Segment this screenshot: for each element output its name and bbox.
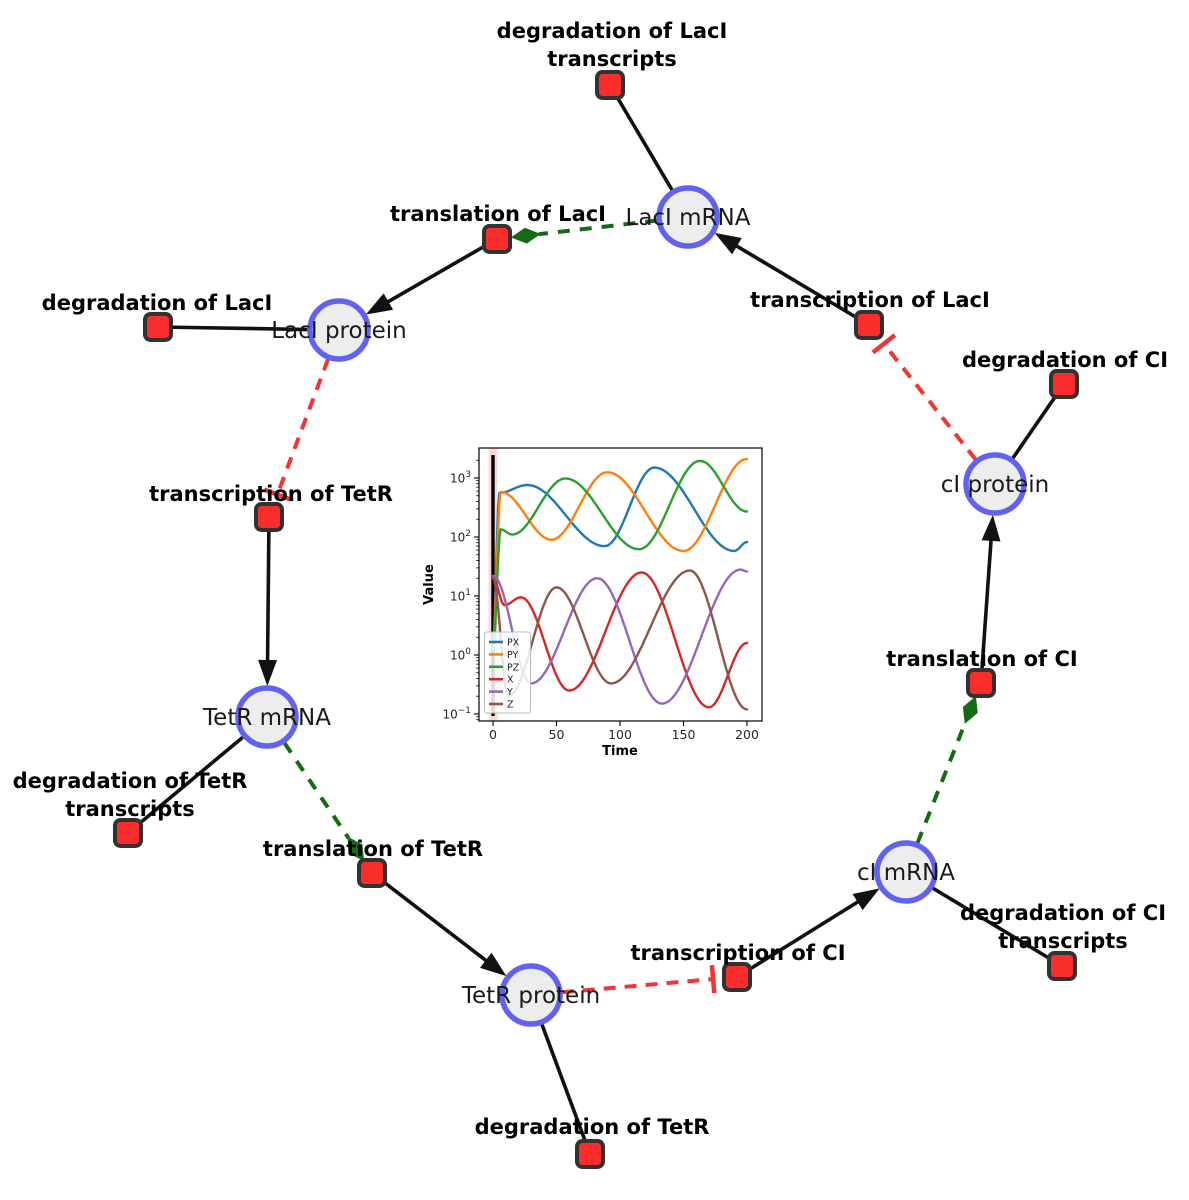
reaction-label-txn_tetr: transcription of TetR — [149, 482, 393, 506]
reaction-label-deg_laci_tx-line1: degradation of LacI — [497, 19, 728, 43]
arrowhead-icon — [479, 952, 507, 977]
edge-ci_mrna-transl_ci-modifier[interactable] — [915, 721, 968, 844]
modifier-diamond-icon — [347, 836, 365, 862]
chart-series-Y — [491, 568, 749, 705]
reaction-node-txn_ci[interactable] — [722, 962, 752, 992]
edge-transl_tetr-tetr_protein-arrow[interactable] — [370, 871, 489, 963]
edge-txn_ci-ci_mrna-arrow[interactable] — [736, 899, 861, 979]
reaction-label-deg_laci: degradation of LacI — [42, 291, 273, 315]
chart-inset: 0 50 100 150 200Time10310210110010−1ValuePXP… — [422, 447, 763, 759]
species-label-laci_protein: LacI protein — [271, 318, 406, 344]
chart-x-axis-label: Time — [602, 744, 638, 759]
arrowhead-icon — [714, 232, 742, 255]
reaction-label-deg_laci_tx-line2: transcripts — [547, 47, 677, 71]
legend-label-PY: PY — [507, 650, 519, 661]
reaction-node-deg_laci[interactable] — [143, 312, 173, 342]
species-label-laci_mrna: LacI mRNA — [626, 205, 751, 231]
reaction-label-txn_laci: transcription of LacI — [750, 288, 990, 312]
species-node-laci_mrna[interactable] — [656, 185, 720, 249]
reaction-node-deg_tetr[interactable] — [575, 1139, 605, 1169]
chart-y-tick-label: 103 — [450, 470, 471, 486]
reaction-node-txn_tetr[interactable] — [254, 502, 284, 532]
reaction-node-deg_tetr_tx[interactable] — [113, 818, 143, 848]
reaction-label-deg_ci: degradation of CI — [962, 348, 1168, 372]
species-label-tetr_mrna: TetR mRNA — [202, 705, 331, 731]
edge-deg_laci-laci_protein-line[interactable] — [157, 325, 311, 332]
edge-deg_tetr-tetr_protein-line[interactable] — [539, 1021, 592, 1155]
reaction-node-deg_ci_tx[interactable] — [1047, 951, 1077, 981]
chart-series-Z — [491, 569, 749, 711]
arrowhead-icon — [981, 514, 1001, 542]
edge-txn_laci-laci_mrna-arrow[interactable] — [734, 243, 870, 327]
edge-deg_ci_tx-ci_mrna-line[interactable] — [929, 885, 1063, 968]
inhibition-tee-icon — [263, 487, 292, 502]
inhibition-tee-icon — [709, 964, 717, 994]
legend-label-X: X — [507, 675, 514, 686]
reaction-node-transl_laci[interactable] — [482, 224, 512, 254]
species-label-tetr_protein: TetR protein — [461, 983, 600, 1009]
chart-y-tick-label: 100 — [450, 647, 471, 663]
chart-x-tick-label: 200 — [735, 727, 759, 742]
species-node-tetr_mrna[interactable] — [235, 685, 299, 749]
chart-series-X — [491, 571, 749, 709]
arrowhead-icon — [852, 888, 880, 911]
edge-ci_protein-txn_laci-inhibition[interactable] — [882, 342, 978, 461]
chart-series-PY — [491, 457, 749, 646]
species-node-ci_mrna[interactable] — [874, 840, 938, 904]
chart-x-tick-label: 100 — [608, 727, 632, 742]
reaction-label-deg_tetr: degradation of TetR — [475, 1115, 710, 1139]
chart-y-tick-label: 10−1 — [442, 706, 471, 722]
species-label-ci_mrna: cI mRNA — [857, 860, 955, 886]
species-node-tetr_protein[interactable] — [499, 963, 563, 1027]
inhibition-tee-icon — [871, 333, 897, 355]
reaction-label-deg_tetr_tx-line2: transcripts — [65, 797, 195, 821]
modifier-diamond-icon — [510, 227, 541, 244]
edges-layer — [126, 84, 1066, 1155]
reaction-label-transl_ci: translation of CI — [886, 647, 1077, 671]
edge-deg_laci_tx-laci_mrna-line[interactable] — [608, 84, 675, 193]
edge-laci_protein-txn_tetr-inhibition[interactable] — [275, 358, 331, 496]
reaction-label-deg_ci_tx-line1: degradation of CI — [960, 901, 1166, 925]
chart-x-tick-label: 150 — [672, 727, 696, 742]
reaction-label-transl_laci: translation of LacI — [390, 202, 606, 226]
edge-tetr_protein-txn_ci-inhibition[interactable] — [561, 977, 714, 995]
reaction-label-txn_ci: transcription of CI — [630, 941, 845, 965]
chart-series-PZ — [491, 459, 749, 652]
chart-y-tick-label: 102 — [450, 529, 471, 545]
edge-transl_ci-ci_protein-arrow[interactable] — [979, 538, 993, 684]
arrowhead-icon — [258, 659, 278, 687]
reaction-node-deg_laci_tx[interactable] — [595, 70, 625, 100]
species-node-ci_protein[interactable] — [963, 452, 1027, 516]
legend-label-Y: Y — [506, 687, 513, 698]
edge-tetr_mrna-transl_tetr-modifier[interactable] — [282, 741, 351, 840]
chart-y-tick-label: 101 — [450, 588, 471, 604]
reaction-label-transl_tetr: translation of TetR — [263, 837, 483, 861]
reaction-node-deg_ci[interactable] — [1049, 369, 1079, 399]
arrowhead-icon — [365, 293, 394, 315]
labels-layer: LacI mRNA LacI protein TetR mRNA TetR prote… — [13, 19, 1168, 1139]
chart-y-axis-label: Value — [422, 564, 437, 605]
species-label-ci_protein: cI protein — [941, 472, 1050, 498]
chart-x-tick-label: 0 — [489, 727, 497, 742]
legend-label-PZ: PZ — [507, 662, 520, 673]
reaction-node-txn_laci[interactable] — [854, 310, 884, 340]
legend-label-PX: PX — [507, 638, 520, 649]
nodes-layer — [113, 70, 1079, 1169]
modifier-diamond-icon — [962, 696, 978, 724]
reaction-label-deg_tetr_tx-line1: degradation of TetR — [13, 769, 248, 793]
reaction-label-deg_ci_tx-line2: transcripts — [998, 929, 1128, 953]
species-node-laci_protein[interactable] — [307, 298, 371, 362]
edge-deg_tetr_tx-tetr_mrna-line[interactable] — [126, 734, 246, 835]
edge-transl_laci-laci_protein-arrow[interactable] — [385, 237, 498, 305]
reaction-node-transl_ci[interactable] — [966, 668, 996, 698]
legend-label-Z: Z — [507, 700, 514, 711]
chart-x-tick-label: 50 — [549, 727, 565, 742]
edge-txn_tetr-tetr_mrna-arrow[interactable] — [265, 516, 271, 663]
reaction-node-transl_tetr[interactable] — [357, 858, 387, 888]
edge-laci_mrna-transl_laci-modifier[interactable] — [538, 218, 658, 237]
